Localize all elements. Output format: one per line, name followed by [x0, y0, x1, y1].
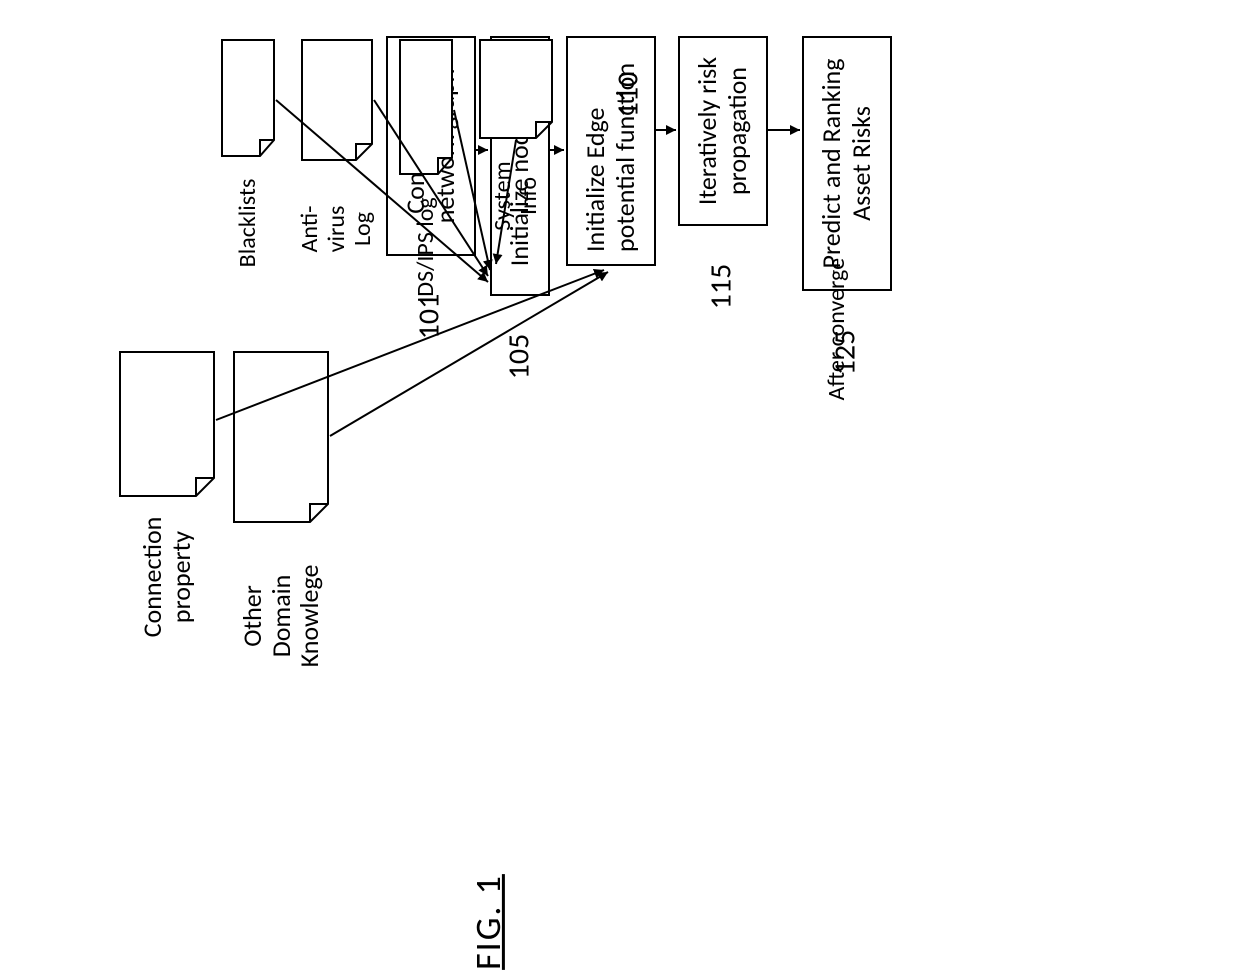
box-num-115: 115 [704, 264, 737, 310]
box-initialize-edge-potential: Initialize Edge potential function [566, 36, 656, 266]
doc-label: Other Domain Knowlege [238, 565, 324, 668]
doc-label: IDS/IPS log [413, 197, 439, 302]
doc-ids-ips-log: IDS/IPS log [398, 38, 454, 176]
doc-icon [398, 38, 454, 176]
doc-icon [220, 38, 276, 158]
doc-icon [118, 350, 216, 498]
doc-label: System Info [490, 158, 543, 234]
diagram-canvas: Construction network graph 101 Initializ… [0, 0, 1240, 979]
box-label: Predict and Ranking Asset Risks [817, 46, 877, 281]
edge-label-after-converge: After converge [824, 258, 850, 401]
doc-icon [232, 350, 330, 524]
doc-icon [300, 38, 374, 162]
doc-label: Connection property [138, 517, 195, 638]
figure-label: FIG. 1 [466, 874, 510, 970]
doc-label: Blacklists [235, 179, 261, 268]
box-label: Iteratively risk propagation [693, 46, 753, 216]
doc-blacklists: Blacklists [220, 38, 276, 158]
box-predict-ranking-asset-risks: Predict and Ranking Asset Risks [802, 36, 892, 291]
doc-other-domain-knowledge: Other Domain Knowlege [232, 350, 330, 524]
box-iteratively-risk-propagation: Iteratively risk propagation [678, 36, 768, 226]
box-num-110: 110 [611, 72, 644, 118]
doc-icon [478, 38, 554, 140]
doc-antivirus-log: Anti-virus Log [300, 38, 374, 162]
box-num-105: 105 [502, 334, 535, 380]
doc-system-info: System Info [478, 38, 554, 140]
doc-connection-property: Connection property [118, 350, 216, 498]
